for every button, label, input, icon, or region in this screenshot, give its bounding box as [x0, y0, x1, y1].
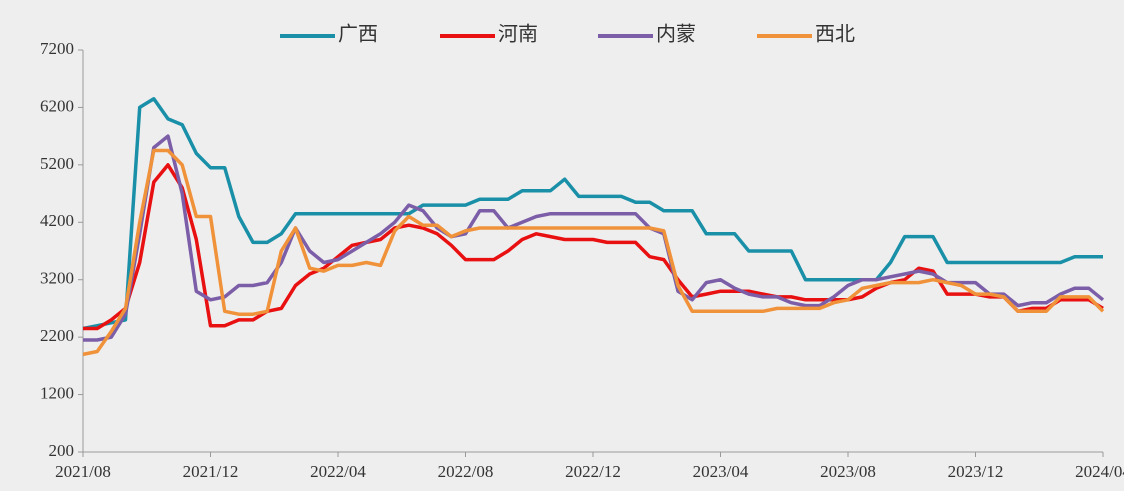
- x-tick-label: 2022/04: [310, 462, 366, 481]
- series-line: [82, 148, 1105, 357]
- legend-label: 西北: [815, 23, 855, 46]
- y-tick-label: 200: [49, 441, 75, 460]
- x-tick-label: 2021/08: [55, 462, 111, 481]
- x-tick-label: 2022/08: [438, 462, 494, 481]
- x-tick-label: 2023/08: [820, 462, 876, 481]
- legend-label: 河南: [498, 23, 538, 46]
- x-tick-label: 2024/04: [1075, 462, 1124, 481]
- y-tick-label: 6200: [40, 96, 74, 115]
- y-tick-label: 1200: [40, 383, 74, 402]
- y-tick-label: 7200: [40, 39, 74, 58]
- x-tick-label: 2023/04: [693, 462, 749, 481]
- y-tick-label: 5200: [40, 154, 74, 173]
- x-tick-label: 2021/12: [183, 462, 239, 481]
- y-tick-label: 2200: [40, 326, 74, 345]
- y-tick-label: 4200: [40, 211, 74, 230]
- series-line: [83, 134, 1105, 342]
- x-tick-label: 2023/12: [948, 462, 1004, 481]
- legend-label: 内蒙: [656, 23, 696, 46]
- series-line: [82, 97, 1103, 331]
- x-tick-label: 2022/12: [565, 462, 621, 481]
- series-line: [83, 163, 1104, 331]
- legend-label: 广西: [338, 23, 378, 46]
- y-tick-label: 3200: [40, 269, 74, 288]
